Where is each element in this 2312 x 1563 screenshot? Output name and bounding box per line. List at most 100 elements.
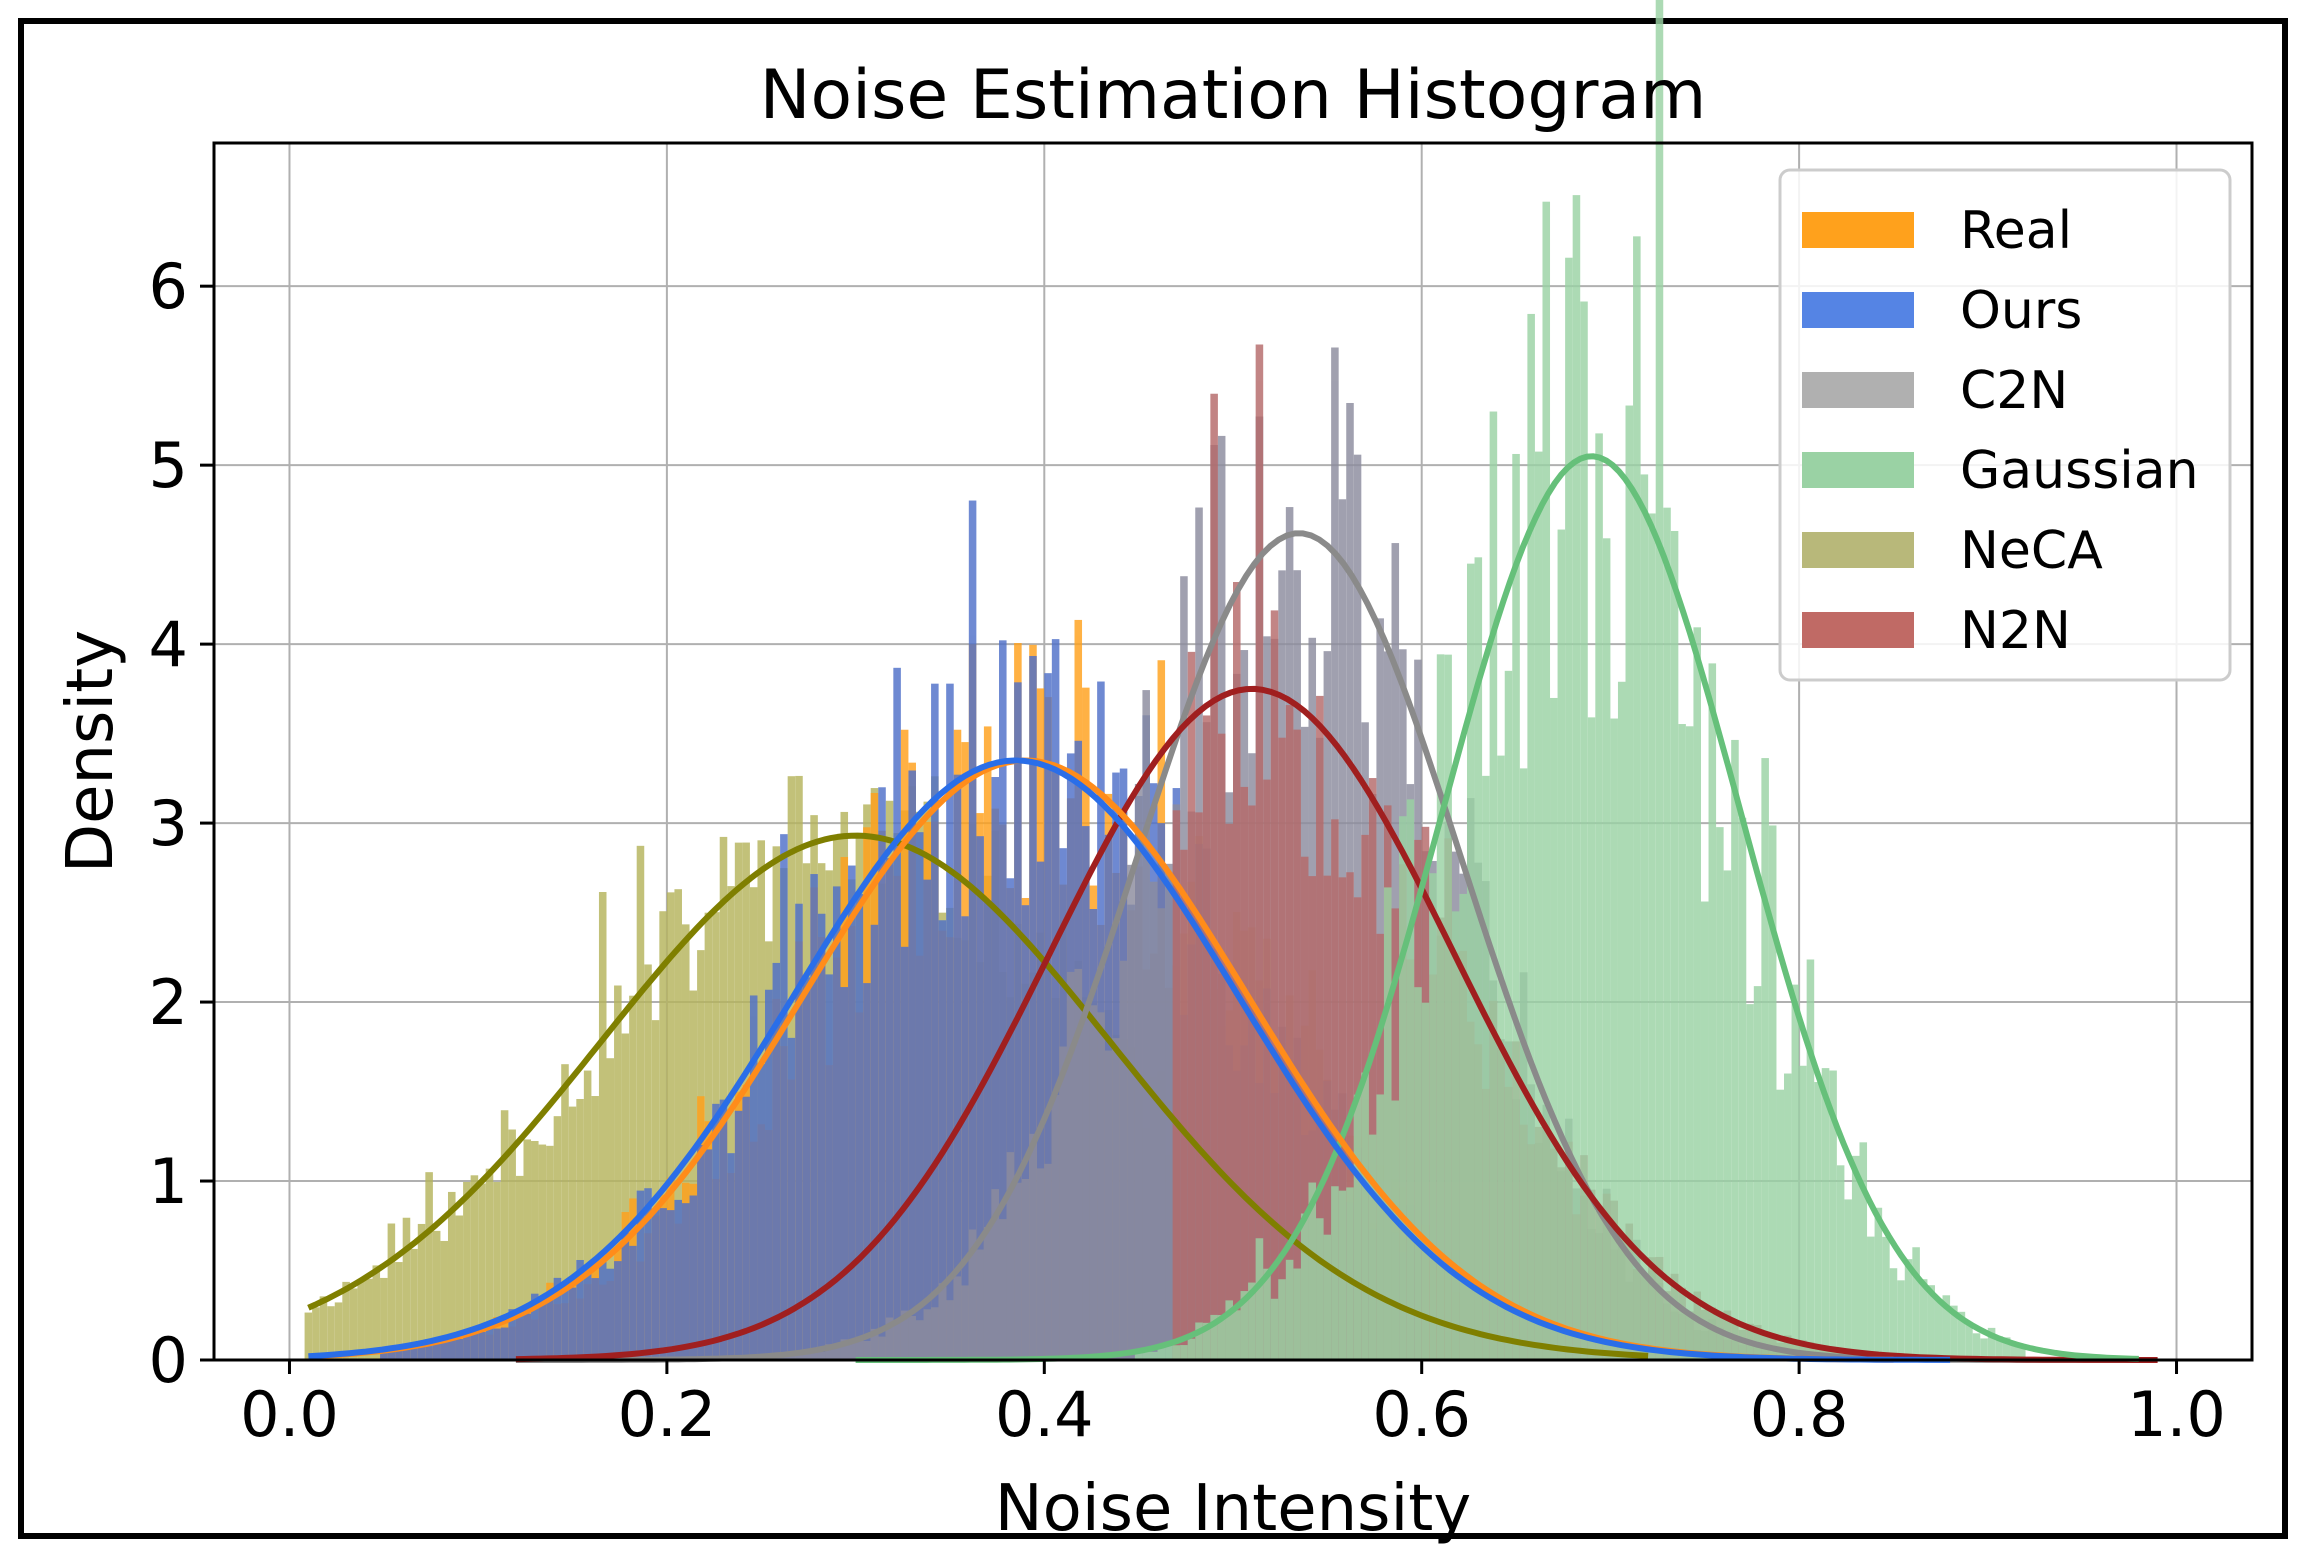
hist-bar-neca [651,1020,660,1360]
hist-bar-c2n [802,1352,811,1360]
hist-bar-neca [304,1312,313,1360]
hist-bar-n2n [1293,729,1301,1360]
plot-area-border [212,141,2254,1362]
hist-bar-gaussian [1882,1236,1890,1360]
hist-bar-ours [606,1268,615,1360]
hist-bar-gaussian [1172,1345,1181,1360]
hist-bar-ours [591,1278,599,1360]
hist-bar-ours [780,834,788,1360]
y-tick-label: 0 [149,1324,188,1397]
hist-bar-gaussian [1897,1280,1905,1360]
hist-bar-ours [848,865,856,1360]
hist-bar-n2n [1202,715,1211,1360]
hist-bar-c2n [1051,1094,1060,1360]
hist-bar-c2n [1044,1163,1052,1360]
hist-bar-ours [983,900,992,1360]
hist-bar-ours [629,1245,637,1360]
hist-bar-n2n [1255,344,1264,1361]
hist-bar-gaussian [1263,1268,1271,1360]
hist-bar-gaussian [1270,1298,1279,1360]
hist-bar-ours [546,1295,554,1360]
hist-bar-neca [606,1058,615,1360]
hist-bar-c2n [915,1320,924,1360]
hist-bar-ours [817,913,826,1360]
hist-bar-gaussian [1821,1068,1830,1360]
hist-bar-neca [440,1240,448,1360]
hist-bar-n2n [1331,819,1339,1360]
hist-bar-neca [485,1168,494,1360]
hist-bar-ours [999,640,1007,1360]
hist-bar-neca [508,1129,516,1360]
hist-bar-neca [576,1098,584,1360]
hist-bar-gaussian [1844,1199,1852,1360]
hist-bar-ours [765,989,773,1360]
hist-bar-n2n [1300,856,1309,1360]
hist-bar-gaussian [1942,1295,1951,1360]
hist-bar-c2n [817,1351,826,1360]
hist-bar-c2n [1014,1182,1022,1360]
hist-bar-neca [432,1230,441,1360]
hist-bar-neca [342,1281,350,1360]
hist-bar-c2n [863,1340,871,1360]
hist-bar-ours [500,1327,509,1360]
hist-bar-ours [447,1336,456,1360]
hist-bar-gaussian [1995,1336,2003,1360]
x-tick-label: 0.0 [240,1378,339,1451]
hist-bar-gaussian [1323,1234,1332,1360]
hist-bar-neca [719,836,728,1360]
hist-bar-gaussian [1640,474,1649,1360]
hist-bar-ours [923,879,932,1360]
hist-bar-gaussian [1202,1322,1211,1360]
hist-bar-ours [825,974,833,1360]
hist-bar-ours [440,1339,448,1360]
hist-bar-n2n [1248,805,1256,1360]
hist-bar-gaussian [1753,986,1762,1360]
hist-bar-neca [689,990,698,1360]
hist-bar-gaussian [1557,529,1566,1360]
hist-bar-neca [455,1215,464,1360]
hist-bar-c2n [923,1309,932,1360]
hist-bar-gaussian [1519,768,1528,1360]
hist-bar-c2n [832,1345,841,1360]
hist-bar-neca [364,1278,373,1360]
hist-bar-neca [447,1191,456,1360]
hist-bar-n2n [1210,393,1218,1361]
hist-bar-c2n [1157,908,1166,1360]
hist-bar-gaussian [1504,670,1513,1360]
hist-bar-ours [938,920,947,1360]
hist-bar-ours [749,995,758,1360]
hist-bar-neca [674,889,682,1360]
hist-bar-neca [463,1181,471,1360]
hist-bar-gaussian [1285,1259,1294,1360]
hist-bar-ours [946,683,954,1360]
hist-bar-neca [621,1033,630,1360]
hist-bar-gaussian [1399,816,1407,1360]
hist-bar-gaussian [1444,654,1452,1360]
hist-bar-gaussian [1829,1070,1837,1360]
hist-bar-c2n [931,1307,939,1360]
hist-bar-c2n [908,1316,916,1360]
hist-bar-gaussian [1187,1338,1196,1360]
hist-bar-neca [583,1070,592,1360]
hist-bar-neca [500,1110,509,1360]
hist-bar-ours [991,777,1000,1360]
fit-curve-n2n [515,685,2158,1363]
hist-bar-ours [855,894,864,1360]
hist-bar-gaussian [1972,1333,1981,1360]
hist-bar-gaussian [1663,507,1671,1360]
legend-label-gaussian: Gaussian [1960,441,2199,501]
hist-bar-c2n [885,1317,894,1360]
hist-bar-ours [870,924,879,1360]
legend-label-c2n: C2N [1960,361,2068,421]
hist-bar-n2n [1225,823,1233,1360]
hist-bar-ours [576,1259,584,1360]
hist-bar-gaussian [1308,1182,1317,1360]
hist-bar-c2n [1089,1005,1098,1360]
legend-label-real: Real [1960,201,2072,261]
hist-bar-ours [885,858,894,1360]
y-tick-label: 5 [149,429,188,502]
hist-bar-c2n [1097,1012,1105,1360]
x-tick-label: 0.8 [1750,1378,1849,1451]
hist-bar-ours [561,1290,569,1360]
hist-bar-n2n [1285,705,1294,1360]
